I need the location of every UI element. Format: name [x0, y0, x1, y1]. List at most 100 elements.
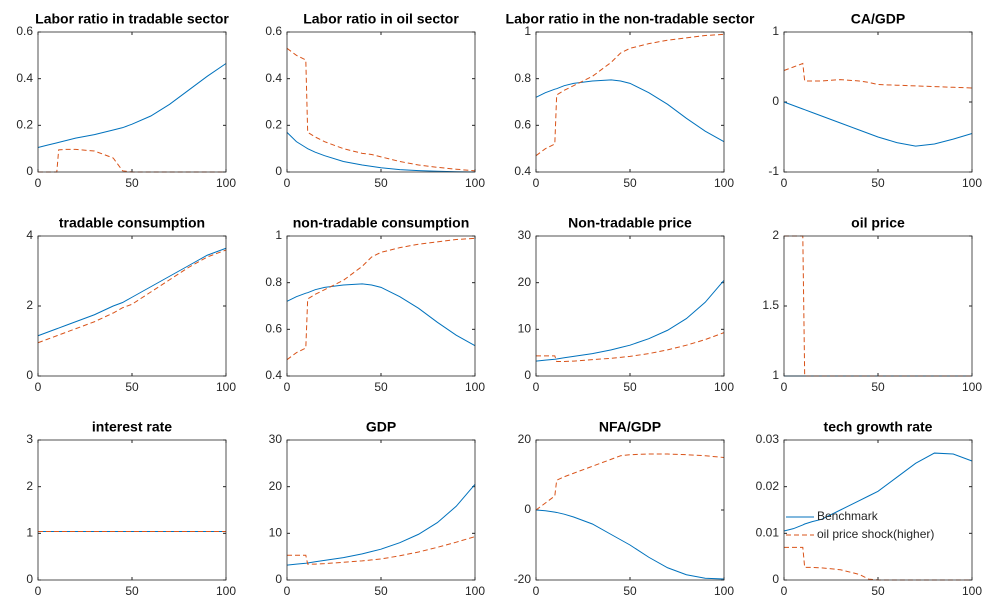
y-tick-label: 0.8 — [514, 71, 531, 85]
x-tick-label: 50 — [374, 380, 388, 394]
axes-box — [37, 235, 227, 377]
axes-box — [535, 439, 725, 581]
y-tick-label: 0.01 — [756, 526, 780, 540]
y-tick-label: 0.4 — [514, 164, 531, 178]
series-line — [535, 79, 725, 143]
y-tick-label: 0.6 — [514, 118, 531, 132]
x-tick-label: 0 — [284, 380, 291, 394]
axes-box — [37, 31, 227, 173]
legend-label: Benchmark — [817, 509, 879, 523]
y-tick-label: 0 — [275, 572, 282, 586]
x-tick-label: 0 — [284, 176, 291, 190]
x-tick-label: 50 — [871, 176, 885, 190]
plot-area — [536, 32, 724, 172]
y-tick-label: 1 — [524, 24, 531, 38]
x-tick-label: 0 — [781, 584, 788, 598]
series-line — [535, 280, 725, 362]
y-tick-label: 20 — [518, 432, 532, 446]
y-tick-label: 1 — [275, 228, 282, 242]
y-tick-label: 0.4 — [16, 71, 33, 85]
chart-title: GDP — [366, 419, 396, 435]
y-tick-label: 2 — [26, 479, 33, 493]
chart-title: interest rate — [92, 419, 172, 435]
series-line — [535, 33, 725, 157]
y-tick-label: 0 — [524, 502, 531, 516]
series-line — [286, 237, 476, 361]
plot-area — [287, 440, 475, 580]
y-tick-label: 0 — [524, 368, 531, 382]
y-tick-label: 30 — [518, 228, 532, 242]
chart-title: non-tradable consumption — [293, 215, 470, 231]
y-tick-label: 0.4 — [265, 368, 282, 382]
x-tick-label: 0 — [533, 176, 540, 190]
y-tick-label: 0 — [275, 164, 282, 178]
x-tick-label: 0 — [35, 584, 42, 598]
chart-title: oil price — [851, 215, 905, 231]
x-tick-label: 100 — [714, 584, 734, 598]
x-tick-label: 50 — [125, 176, 139, 190]
chart-title: tradable consumption — [59, 215, 205, 231]
x-tick-label: 100 — [962, 380, 982, 394]
x-tick-label: 0 — [781, 380, 788, 394]
y-tick-label: 20 — [518, 275, 532, 289]
y-tick-label: 0.2 — [16, 118, 33, 132]
axes-box — [535, 235, 725, 377]
y-tick-label: 1.5 — [762, 298, 779, 312]
series-line — [535, 509, 725, 580]
y-tick-label: 0.6 — [265, 322, 282, 336]
axes-box — [783, 235, 973, 377]
y-tick-label: 0 — [26, 368, 33, 382]
x-tick-label: 50 — [871, 380, 885, 394]
y-tick-label: 0.02 — [756, 479, 780, 493]
x-tick-label: 100 — [714, 176, 734, 190]
x-tick-label: 50 — [871, 584, 885, 598]
y-tick-label: 10 — [269, 526, 283, 540]
series-line — [535, 453, 725, 511]
plot-area — [287, 32, 475, 172]
plot-area — [38, 236, 226, 376]
y-tick-label: 1 — [772, 368, 779, 382]
series-line — [783, 452, 973, 532]
x-tick-label: 0 — [284, 584, 291, 598]
series-line — [536, 332, 725, 363]
y-tick-label: 20 — [269, 479, 283, 493]
axes-box — [286, 235, 476, 377]
plot-area — [784, 32, 972, 172]
y-tick-label: 30 — [269, 432, 283, 446]
x-tick-label: 100 — [962, 584, 982, 598]
legend-label: oil price shock(higher) — [817, 527, 934, 541]
series-line — [286, 131, 476, 173]
series-line — [37, 247, 227, 337]
plot-area — [784, 440, 972, 580]
y-tick-label: 4 — [26, 228, 33, 242]
y-tick-label: -20 — [514, 572, 532, 586]
y-tick-label: 0 — [26, 164, 33, 178]
axes-box — [37, 439, 227, 581]
y-tick-label: 0.6 — [16, 24, 33, 38]
x-tick-label: 100 — [962, 176, 982, 190]
series-line — [783, 101, 973, 147]
x-tick-label: 0 — [533, 584, 540, 598]
y-tick-label: 0 — [772, 94, 779, 108]
x-tick-label: 0 — [35, 176, 42, 190]
chart-title: Labor ratio in tradable sector — [35, 11, 229, 27]
plot-area — [536, 440, 724, 580]
series-line — [286, 484, 476, 566]
chart-title: tech growth rate — [824, 419, 933, 435]
axes-box — [783, 31, 973, 173]
plot-area — [38, 32, 226, 172]
plot-area — [287, 236, 475, 376]
x-tick-label: 0 — [35, 380, 42, 394]
x-tick-label: 0 — [781, 176, 788, 190]
axes-box — [783, 439, 973, 581]
x-tick-label: 100 — [465, 176, 485, 190]
y-tick-label: 0.03 — [756, 432, 780, 446]
x-tick-label: 100 — [714, 380, 734, 394]
series-line — [287, 536, 476, 565]
y-tick-label: 1 — [26, 526, 33, 540]
axes-box — [286, 31, 476, 173]
axes-box — [535, 31, 725, 173]
x-tick-label: 100 — [465, 584, 485, 598]
x-tick-label: 50 — [374, 176, 388, 190]
x-tick-label: 100 — [216, 176, 236, 190]
